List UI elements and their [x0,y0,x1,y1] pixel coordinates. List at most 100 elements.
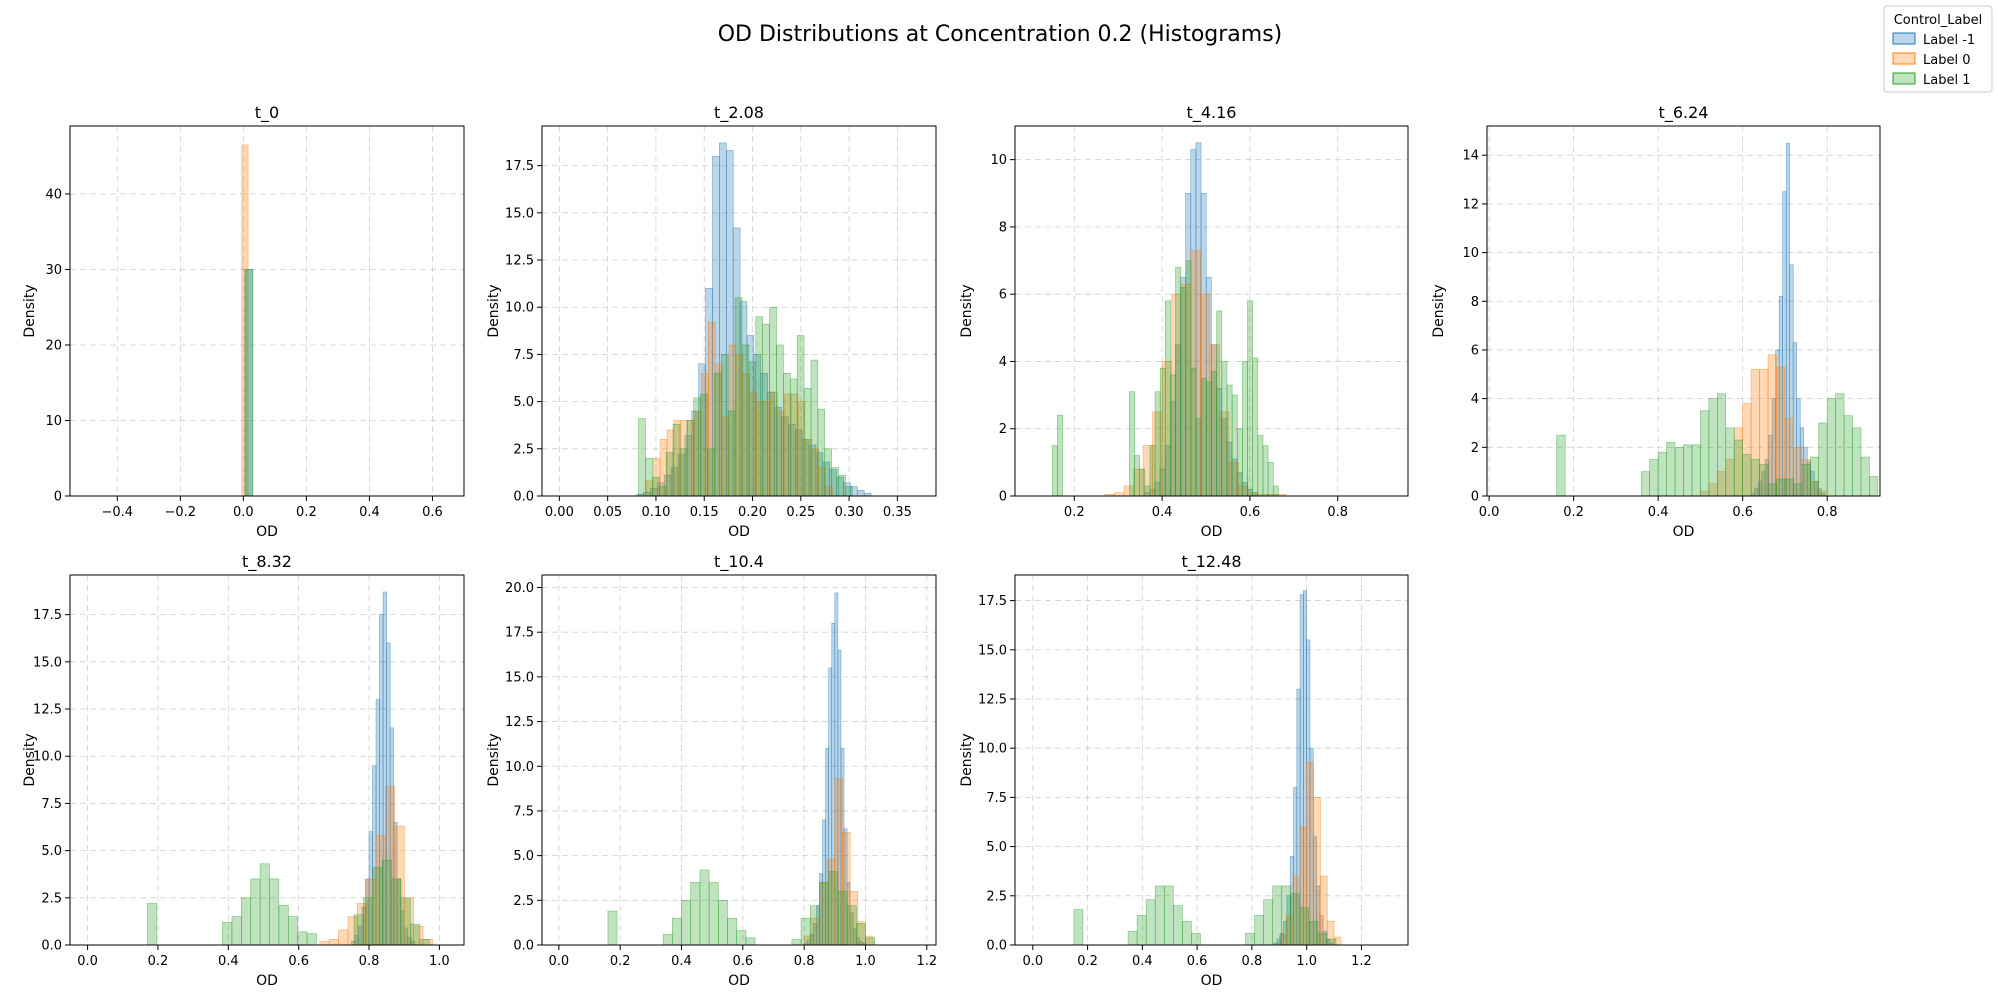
histogram-bar [1835,393,1845,496]
x-tick-label: 0.30 [835,505,864,520]
y-tick-label: 12.5 [978,692,1007,707]
histogram-bar [1793,483,1803,496]
histogram-bar [837,891,848,945]
histogram-bar [1165,300,1171,496]
x-tick-label: 1.2 [916,954,937,969]
y-tick-label: 7.5 [41,797,62,812]
histogram-bar [1852,427,1862,496]
y-tick-label: 40 [45,187,62,202]
histogram-bar [1860,456,1870,496]
histogram-bar [856,490,865,496]
histogram-bar [796,335,805,496]
histogram-bar [1759,464,1769,496]
histogram-bar [810,359,819,496]
histogram-bar [1236,428,1243,496]
y-tick-label: 10.0 [978,742,1007,757]
y-tick-label: 15.0 [978,643,1007,658]
histogram-bar [1144,485,1151,496]
histogram-bar [686,420,695,496]
histogram-bar [700,393,708,496]
y-tick-label: 0.0 [513,490,534,505]
histogram-bar [721,354,729,496]
x-tick-label: 0.2 [148,954,169,969]
y-tick-label: 0 [999,490,1007,505]
histogram-bar [1201,377,1207,496]
legend-label-minus-1: Label -1 [1923,33,1975,48]
histogram-bar [1149,445,1156,496]
histogram-bar [1733,439,1743,496]
histogram-bar [817,408,826,496]
histogram-bar [1228,462,1239,496]
histogram-bar [845,486,853,496]
x-tick-label: 0.4 [1648,505,1669,520]
y-axis-label: Density [22,284,38,337]
x-tick-label: 0.8 [1817,505,1838,520]
histogram-bar [1257,435,1264,496]
legend-label-0: Label 0 [1923,53,1970,68]
y-tick-label: 20 [45,338,62,353]
x-tick-label: 1.0 [855,954,876,969]
y-tick-label: 17.5 [33,608,62,623]
histogram-bar [372,867,383,945]
x-tick-label: 0.6 [1732,505,1753,520]
legend-swatch-label-minus-1 [1892,32,1916,45]
histogram-bar [306,933,317,945]
histogram-bar [800,917,811,945]
histogram-bar [1057,414,1063,496]
histogram-bar [1290,893,1301,945]
histogram-bar [1134,455,1140,496]
histogram-bar [269,878,280,945]
histogram-bar [1272,485,1279,496]
y-tick-label: 5.0 [986,840,1007,855]
legend-label-1: Label 1 [1923,73,1970,88]
histogram-bars [1556,142,1879,496]
x-tick-label: 0.6 [422,505,443,520]
histogram-bar [818,467,826,496]
histogram-bar [762,323,770,496]
y-tick-label: 2 [1471,441,1479,456]
histogram-bar [1869,476,1879,496]
histogram-bar [1700,410,1710,496]
y-tick-label: 0.0 [41,939,62,954]
histogram-bar [831,467,839,496]
histogram-bar [1216,310,1223,496]
x-tick-label: −0.2 [165,505,197,520]
histogram-bar [1175,266,1182,496]
histogram-bar [1242,361,1248,496]
histogram-bar [1725,427,1735,496]
histogram-bar [1708,398,1718,496]
histogram-bar [1776,478,1786,496]
histogram-bar [819,882,829,945]
x-tick-label: 0.2 [296,505,317,520]
histogram-bar [1185,260,1192,496]
histogram-bar [381,859,392,945]
histogram-bar [1281,885,1292,945]
histogram-bar [1717,393,1727,496]
histogram-bar [734,297,743,496]
y-axis-label: Density [22,733,38,786]
histogram-bar [1272,885,1283,945]
histogram-bar [1767,483,1777,496]
x-tick-label: 0.6 [1187,954,1208,969]
histogram-bar [1784,478,1794,496]
histogram-bars [1052,142,1287,496]
histogram-bar [727,917,738,945]
y-tick-label: 0 [1471,490,1479,505]
y-tick-label: 5.0 [513,849,534,864]
histogram-bar [1750,459,1760,496]
histogram-bar [741,344,750,496]
histogram-bar [745,937,756,945]
x-tick-label: 0.4 [1132,954,1153,969]
histogram-bar [748,361,757,496]
figure-title: OD Distributions at Concentration 0.2 (H… [718,22,1283,47]
legend-swatch-label-1 [1892,72,1916,85]
histogram-bar [1818,422,1828,496]
axes-frame [69,125,465,497]
x-tick-label: 0.8 [794,954,815,969]
y-tick-label: 10.0 [505,760,534,775]
histogram-bar [1052,445,1058,496]
histogram-bar [1159,367,1166,496]
histogram-bar [278,905,289,945]
histogram-bar [1683,444,1693,496]
